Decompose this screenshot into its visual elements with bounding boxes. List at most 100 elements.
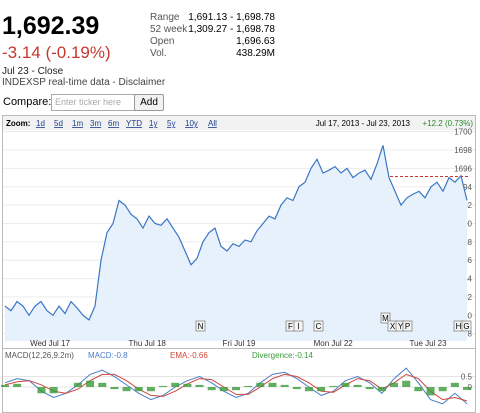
- divergence-bar: [329, 385, 338, 387]
- divergence-bar: [183, 383, 192, 387]
- event-flag: C: [316, 322, 322, 331]
- price-area: [5, 145, 467, 341]
- source: INDEXSP real-time data - Disclaimer: [2, 77, 165, 88]
- divergence-bar: [353, 384, 362, 387]
- divergence-bar: [256, 382, 265, 387]
- zoom-option[interactable]: 3m: [90, 119, 101, 128]
- divergence-bar: [134, 387, 143, 392]
- divergence-bar: [377, 387, 386, 392]
- event-flag: M: [382, 314, 389, 323]
- event-flag: H: [456, 322, 462, 331]
- divergence-bar: [280, 384, 289, 387]
- divergence-bar: [73, 382, 82, 387]
- event-flag-box[interactable]: [293, 320, 304, 332]
- event-flag-box[interactable]: [461, 320, 472, 332]
- zoom-option[interactable]: 5d: [54, 119, 63, 128]
- divergence-bar: [438, 387, 447, 392]
- event-flag: F: [288, 322, 293, 331]
- divergence-bar: [450, 382, 459, 387]
- divergence-bar: [219, 387, 228, 392]
- compare-label: Compare:: [3, 96, 52, 108]
- divergence-bar: [98, 382, 107, 387]
- x-tick-label: Tue Jul 23: [409, 339, 447, 348]
- stat-label: Range: [150, 12, 180, 23]
- y-tick-label: 0.5: [461, 373, 473, 382]
- divergence-bar: [463, 387, 471, 390]
- stat-label: Open: [150, 36, 175, 47]
- stat-value: 1,691.13 - 1,698.78: [188, 12, 275, 23]
- zoom-label: Zoom:: [6, 119, 30, 128]
- event-flag-box[interactable]: [402, 320, 413, 332]
- stat-label: Vol.: [150, 48, 167, 59]
- y-tick-label: 1700: [454, 128, 472, 137]
- stat-value: 1,309.27 - 1,698.78: [188, 24, 275, 35]
- divergence-bar: [146, 387, 155, 392]
- change: -3.14 (-0.19%): [2, 43, 111, 62]
- legend-entry: EMA:-0.66: [170, 351, 208, 360]
- divergence-bar: [292, 387, 301, 390]
- zoom-option[interactable]: YTD: [126, 119, 142, 128]
- divergence-bar: [426, 387, 435, 396]
- price: 1,692.39: [2, 12, 100, 40]
- x-tick-label: Fri Jul 19: [223, 339, 256, 348]
- divergence-bar: [49, 387, 58, 394]
- stat-value: 438.29M: [236, 48, 275, 59]
- y-tick-label: 1698: [454, 146, 472, 155]
- macd-line: [4, 367, 468, 405]
- y-tick-label: 1696: [454, 164, 472, 173]
- divergence-bar: [37, 387, 46, 394]
- add-button[interactable]: Add: [134, 94, 164, 111]
- price-line: [4, 145, 468, 321]
- divergence-bar: [110, 387, 119, 390]
- zoom-bar: [3, 116, 475, 130]
- stat-label: 52 week: [150, 24, 188, 35]
- divergence-bar: [86, 380, 95, 387]
- zoom-option[interactable]: 10y: [185, 119, 198, 128]
- divergence-bar: [13, 383, 22, 387]
- divergence-bar: [414, 387, 423, 392]
- source-text: INDEXSP real-time data -: [2, 77, 119, 88]
- divergence-bar: [365, 387, 374, 390]
- legend-entry: MACD:-0.8: [88, 351, 128, 360]
- range-change: +12.2 (0.73%): [423, 119, 474, 128]
- macd-line: [4, 373, 468, 402]
- date-range: Jul 17, 2013 - Jul 23, 2013: [316, 119, 411, 128]
- macd-title: MACD(12,26,9.2m): [5, 351, 74, 360]
- zoom-option[interactable]: All: [208, 119, 217, 128]
- disclaimer-link[interactable]: Disclaimer: [118, 77, 166, 88]
- close-label: Jul 23 - Close: [2, 66, 64, 77]
- divergence-bar: [341, 382, 350, 387]
- divergence-bar: [317, 387, 326, 392]
- divergence-bar: [402, 380, 411, 387]
- divergence-bar: [268, 382, 277, 387]
- event-flag-box[interactable]: [380, 312, 391, 324]
- divergence-bar: [195, 384, 204, 387]
- zoom-option[interactable]: 5y: [167, 119, 175, 128]
- divergence-bar: [390, 382, 399, 387]
- event-flag: P: [405, 322, 410, 331]
- divergence-bar: [207, 387, 216, 391]
- event-flag: I: [297, 322, 299, 331]
- x-tick-label: Wed Jul 17: [30, 339, 70, 348]
- divergence-bar: [244, 385, 253, 387]
- event-flag: G: [463, 322, 469, 331]
- x-tick-label: Thu Jul 18: [129, 339, 167, 348]
- zoom-option[interactable]: 1d: [36, 119, 45, 128]
- zoom-option[interactable]: 6m: [108, 119, 119, 128]
- divergence-bar: [159, 385, 168, 387]
- zoom-option[interactable]: 1m: [72, 119, 83, 128]
- event-flag-box[interactable]: [195, 320, 206, 332]
- divergence-bar: [232, 387, 240, 391]
- x-tick-label: Mon Jul 22: [314, 339, 354, 348]
- event-flag: X: [390, 322, 396, 331]
- event-flag: Y: [398, 322, 404, 331]
- divergence-bar: [1, 384, 9, 387]
- zoom-option[interactable]: 1y: [149, 119, 157, 128]
- stat-value: 1,696.63: [236, 36, 275, 47]
- divergence-bar: [171, 382, 180, 387]
- event-flag-box[interactable]: [313, 320, 324, 332]
- divergence-bar: [122, 387, 131, 392]
- divergence-bar: [304, 387, 313, 392]
